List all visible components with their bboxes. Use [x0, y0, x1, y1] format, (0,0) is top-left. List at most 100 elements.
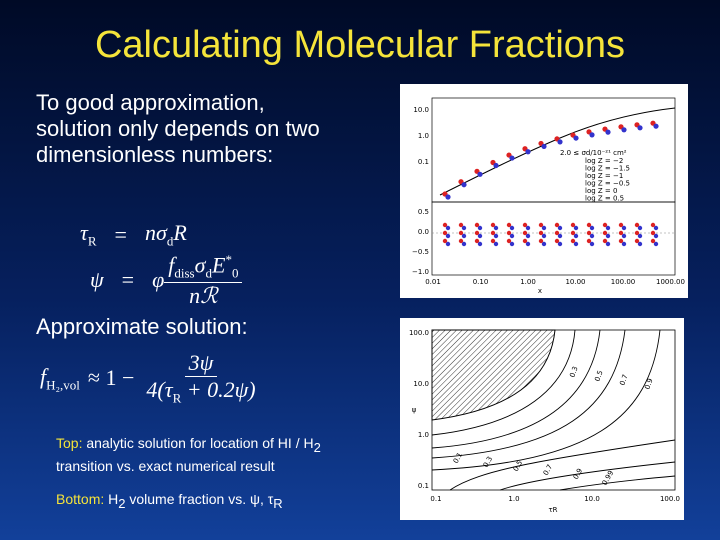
top-figure-bg [400, 84, 688, 298]
residual-point [509, 233, 515, 239]
residual-point [458, 222, 464, 228]
figure-text: τR [548, 506, 557, 514]
residual-point [525, 225, 531, 231]
caption-text: analytic solution for location of HI / H… [56, 435, 321, 474]
residual-point [573, 241, 579, 247]
residual-point [605, 241, 611, 247]
token: nℛ [189, 282, 218, 308]
figure-text: 0.1 [418, 158, 429, 166]
lhs: τR [80, 220, 97, 249]
residual-point [477, 233, 483, 239]
figure-text: log Z = −0.5 [585, 180, 630, 188]
subscript: 2 [118, 495, 126, 511]
point [477, 171, 483, 177]
caption-text: H2 volume fraction vs. ψ, τR [104, 491, 283, 511]
residual-point [525, 241, 531, 247]
figure-text: log Z = 0.5 [585, 195, 624, 203]
top-figure-labels: 10.0 1.0 0.1 0.5 0.0 −0.5 −1.0 0.01 0.10 1.00 10.0… [412, 106, 685, 295]
point [525, 149, 531, 155]
residual-point [445, 241, 451, 247]
top-lower-frame [431, 201, 676, 276]
residual-point [506, 238, 512, 244]
point [653, 123, 659, 129]
residual-point [634, 222, 640, 228]
point [589, 132, 595, 138]
figure-text: 0.1 [430, 495, 441, 503]
caption-label: Top: [56, 435, 83, 451]
lhs: fH₂,vol [40, 364, 80, 393]
residual-point [461, 225, 467, 231]
residual-point [589, 233, 595, 239]
residual-point [650, 238, 656, 244]
figure-text: 1.0 [508, 495, 519, 503]
denominator: 4(τR + 0.2ψ) [142, 377, 259, 406]
token: H [104, 491, 119, 507]
residual-point [506, 230, 512, 236]
token: ψ [90, 267, 104, 293]
figure-text: ψ [412, 406, 417, 414]
figure-text: 10.0 [413, 380, 429, 388]
residual-point [490, 222, 496, 228]
residual-point [586, 230, 592, 236]
figure-text: −1.0 [412, 268, 429, 276]
figure-text: 1.0 [418, 132, 429, 140]
residual-point [637, 225, 643, 231]
equation-1: τR = nσdR [80, 220, 187, 249]
numerator: fdissσdE*0 [164, 252, 243, 283]
residual-point [570, 222, 576, 228]
point [621, 127, 627, 133]
residual-point [458, 238, 464, 244]
figure-text: 0.1 [418, 482, 429, 490]
figure-text: 0.7 [618, 373, 629, 386]
residual-point [554, 230, 560, 236]
residual-point [618, 238, 624, 244]
token: R [173, 220, 187, 245]
pre: φ [152, 267, 164, 293]
operator: = [121, 267, 135, 293]
caption-label: Bottom: [56, 491, 105, 507]
residual-point [522, 230, 528, 236]
figure-text: 0.3 [568, 365, 579, 378]
token: f [40, 363, 47, 389]
figure-text: log Z = −1 [585, 172, 623, 180]
residual-point [570, 238, 576, 244]
subscript: 0 [231, 265, 239, 281]
figure-text: log Z = 0 [585, 187, 617, 195]
equation-2: ψ = φ fdissσdE*0 nℛ [90, 252, 243, 309]
residual-point [573, 225, 579, 231]
residual-point [621, 241, 627, 247]
rhs: nσdR [145, 220, 187, 249]
operator: = [114, 221, 127, 247]
residual-point [605, 233, 611, 239]
figure-text: 0.01 [425, 278, 441, 286]
slide-title: Calculating Molecular Fractions [94, 24, 626, 66]
residual-point [653, 225, 659, 231]
residual-point [618, 230, 624, 236]
token: σ [194, 252, 206, 278]
residual-point [653, 233, 659, 239]
figure-text: x [538, 287, 542, 295]
residual-point [541, 225, 547, 231]
figure-text: 100.0 [409, 329, 429, 337]
token: f [168, 252, 175, 278]
residual-point [490, 238, 496, 244]
token: φ [152, 267, 165, 293]
token: E [211, 252, 226, 278]
point [637, 125, 643, 131]
bottom-frame [431, 329, 676, 491]
caption-bottom: Bottom: H2 volume fraction vs. ψ, τR [56, 490, 376, 513]
figure-text: 1.0 [418, 431, 429, 439]
fraction: 3ψ 4(τR + 0.2ψ) [142, 350, 259, 406]
residual-point [634, 230, 640, 236]
residual-point [557, 233, 563, 239]
residual-point [541, 233, 547, 239]
residual-point [461, 241, 467, 247]
figure-text: 2.0 ≤ σd/10⁻²¹ cm² [560, 149, 627, 157]
residual-point [461, 233, 467, 239]
residual-point [570, 230, 576, 236]
residual-point [490, 230, 496, 236]
token: + 0.2ψ) [181, 377, 256, 402]
residual-point [522, 238, 528, 244]
residual-point [442, 230, 448, 236]
numerator: 3ψ [184, 350, 218, 377]
